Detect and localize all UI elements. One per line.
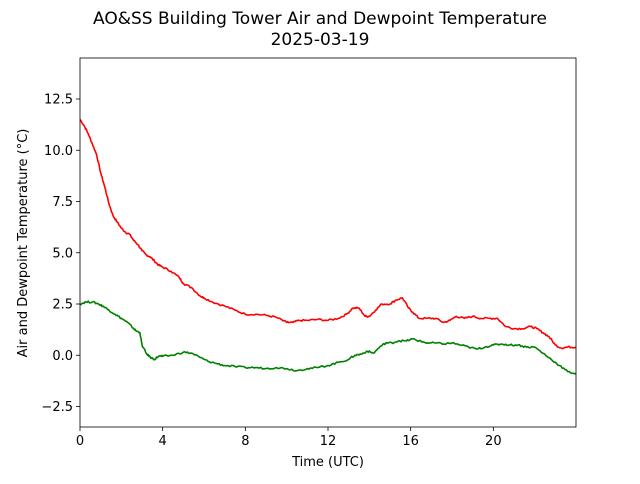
plot-background xyxy=(80,58,576,427)
y-tick-label: 7.5 xyxy=(52,195,73,210)
y-tick-label: −2.5 xyxy=(41,400,73,415)
air-temperature-line xyxy=(79,119,577,350)
y-axis: −2.5 0.0 2.5 5.0 7.5 10.0 12.5 xyxy=(41,93,80,415)
x-tick-label: 8 xyxy=(241,434,249,449)
x-tick-label: 0 xyxy=(76,434,84,449)
x-tick-label: 20 xyxy=(485,434,502,449)
series-layer xyxy=(79,119,577,375)
y-tick-label: 5.0 xyxy=(52,246,73,261)
x-tick-label: 16 xyxy=(402,434,419,449)
x-axis: 0 4 8 12 16 20 xyxy=(76,427,502,449)
x-axis-label: Time (UTC) xyxy=(291,455,364,470)
y-tick-label: 0.0 xyxy=(52,349,73,364)
y-tick-label: 2.5 xyxy=(52,298,73,313)
chart-title: AO&SS Building Tower Air and Dewpoint Te… xyxy=(93,9,547,29)
x-tick-label: 12 xyxy=(320,434,337,449)
y-axis-label: Air and Dewpoint Temperature (°C) xyxy=(16,129,31,358)
chart-subtitle: 2025-03-19 xyxy=(271,30,370,50)
y-tick-label: 12.5 xyxy=(44,93,73,108)
y-tick-label: 10.0 xyxy=(44,144,73,159)
x-tick-label: 4 xyxy=(159,434,167,449)
dewpoint-temperature-line xyxy=(79,300,577,375)
plot-area xyxy=(79,57,577,428)
